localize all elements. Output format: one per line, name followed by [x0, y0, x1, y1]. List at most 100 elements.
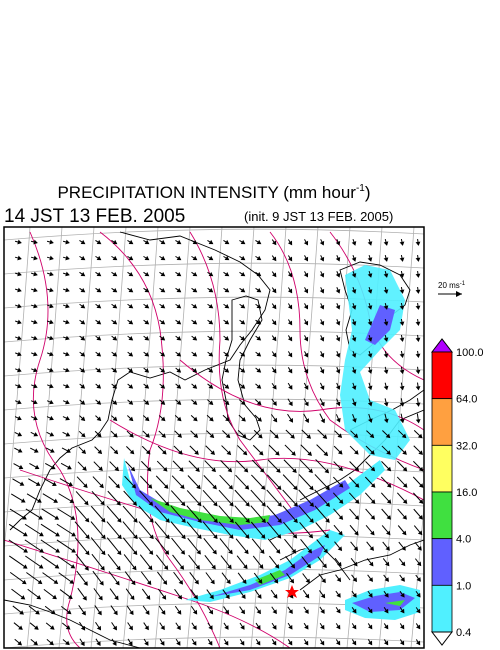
- wind-arrowhead: [144, 352, 150, 357]
- wind-arrowhead: [288, 593, 294, 599]
- wind-arrowhead: [386, 483, 392, 488]
- wind-arrowhead: [399, 337, 405, 342]
- wind-arrowhead: [85, 550, 90, 556]
- wind-arrowhead: [211, 467, 216, 473]
- wind-arrowhead: [306, 563, 311, 569]
- wind-arrowhead: [227, 564, 232, 570]
- wind-arrowhead: [49, 239, 54, 245]
- wind-arrowhead: [82, 466, 87, 471]
- wind-arrowhead: [112, 352, 118, 357]
- wind-arrowhead: [383, 257, 389, 262]
- wind-arrowhead: [160, 625, 165, 631]
- wind-arrowhead: [144, 625, 149, 631]
- wind-arrowhead: [287, 256, 293, 262]
- wind-arrowhead: [160, 416, 166, 422]
- wind-arrowhead: [49, 335, 54, 341]
- wind-arrowhead: [144, 239, 150, 245]
- wind-arrowhead: [17, 239, 22, 245]
- wind-arrowhead: [240, 368, 246, 373]
- wind-arrowhead: [128, 384, 134, 389]
- wind-arrowhead: [128, 271, 134, 277]
- wind-arrowhead: [287, 288, 293, 294]
- wind-arrowhead: [54, 515, 60, 520]
- wind-arrowhead: [257, 579, 263, 584]
- wind-arrowhead: [96, 384, 102, 389]
- wind-arrowhead: [98, 595, 103, 601]
- wind-arrowhead: [65, 432, 71, 437]
- wind-arrowhead: [224, 271, 230, 277]
- wind-arrowhead: [112, 641, 117, 646]
- colorbar-label: 32.0: [456, 440, 477, 452]
- wind-arrowhead: [367, 321, 373, 326]
- wind-arrowhead: [227, 467, 233, 473]
- wind-arrowhead: [337, 546, 343, 552]
- wind-vector: [314, 489, 330, 507]
- reference-vector: 20 ms-1: [438, 281, 466, 297]
- wind-arrowhead: [160, 320, 166, 325]
- wind-arrowhead: [112, 271, 118, 277]
- wind-vector: [250, 521, 266, 539]
- wind-arrowhead: [240, 239, 246, 245]
- wind-arrowhead: [17, 399, 22, 405]
- wind-arrowhead: [162, 467, 168, 472]
- wind-arrowhead: [303, 304, 309, 310]
- wind-arrowhead: [309, 485, 314, 491]
- wind-arrowhead: [65, 351, 70, 357]
- wind-arrowhead: [192, 287, 198, 293]
- wind-arrowhead: [240, 625, 245, 630]
- wind-arrowhead: [322, 434, 328, 439]
- wind-vector: [234, 505, 250, 523]
- wind-arrowhead: [244, 534, 250, 539]
- wind-arrowhead: [303, 256, 309, 262]
- wind-arrowhead: [352, 608, 357, 614]
- wind-arrowhead: [112, 303, 118, 309]
- wind-arrowhead: [68, 481, 73, 487]
- wind-arrowhead: [272, 624, 277, 630]
- wind-arrowhead: [415, 241, 421, 246]
- wind-arrowhead: [18, 625, 23, 630]
- wind-arrowhead: [273, 578, 279, 584]
- wind-arrowhead: [351, 273, 357, 278]
- wind-arrowhead: [144, 641, 149, 646]
- wind-arrowhead: [240, 287, 246, 293]
- parallel: [4, 636, 424, 648]
- wind-arrowhead: [335, 272, 341, 278]
- wind-arrowhead: [179, 565, 185, 570]
- wind-arrowhead: [17, 640, 23, 646]
- wind-arrowhead: [224, 609, 230, 615]
- wind-arrowhead: [370, 466, 376, 472]
- wind-vector: [235, 538, 249, 554]
- wind-arrowhead: [208, 303, 214, 309]
- wind-arrowhead: [165, 518, 170, 523]
- meridian: [186, 227, 223, 648]
- wind-arrowhead: [144, 384, 150, 389]
- wind-arrowhead: [399, 305, 405, 310]
- wind-arrowhead: [192, 609, 198, 615]
- wind-arrowhead: [399, 385, 405, 391]
- parallel: [4, 364, 424, 377]
- wind-arrowhead: [208, 384, 214, 389]
- wind-vector: [40, 539, 60, 553]
- wind-arrowhead: [160, 287, 166, 293]
- wind-arrowhead: [335, 304, 341, 310]
- wind-arrowhead: [354, 466, 360, 472]
- wind-arrowhead: [402, 515, 407, 520]
- wind-vector: [219, 474, 233, 490]
- wind-arrowhead: [368, 624, 373, 630]
- wind-arrowhead: [303, 352, 309, 358]
- wind-vector: [314, 474, 330, 490]
- wind-vector: [218, 505, 234, 523]
- wind-arrowhead: [144, 255, 150, 261]
- wind-arrowhead: [96, 400, 102, 405]
- wind-arrowhead: [303, 272, 309, 278]
- wind-arrowhead: [418, 514, 423, 520]
- wind-arrowhead: [80, 352, 86, 357]
- wind-arrowhead: [417, 530, 423, 536]
- wind-arrowhead: [83, 581, 88, 586]
- wind-arrowhead: [386, 530, 391, 536]
- wind-arrowhead: [209, 594, 214, 600]
- wind-arrowhead: [145, 610, 150, 615]
- wind-arrowhead: [212, 484, 217, 490]
- wind-arrowhead: [353, 561, 358, 567]
- wind-vector: [25, 508, 43, 520]
